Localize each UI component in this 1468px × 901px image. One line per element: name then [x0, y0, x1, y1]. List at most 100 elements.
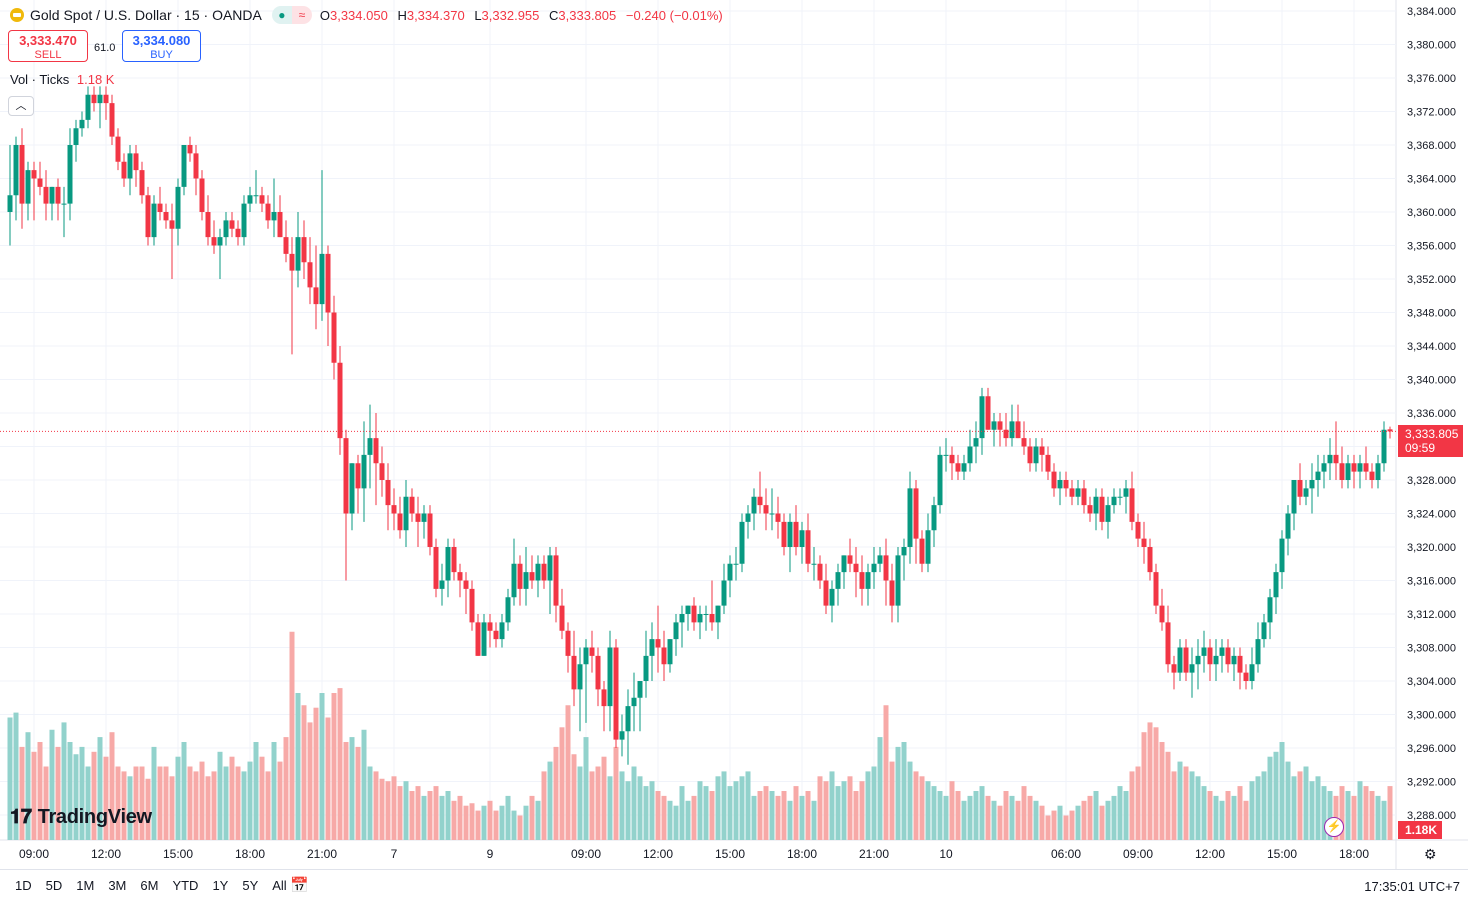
candle-body — [1147, 547, 1153, 573]
candle-body — [97, 94, 103, 104]
candle-body — [1117, 496, 1123, 498]
candle-body — [853, 563, 859, 573]
candle-body — [1363, 463, 1369, 472]
y-tick-label: 3,372.000 — [1407, 107, 1456, 119]
candle-body — [73, 128, 79, 145]
candle-body — [1087, 505, 1093, 514]
candle-body — [1033, 446, 1039, 464]
candle-body — [145, 195, 151, 238]
candle-body — [433, 547, 439, 589]
candle-body — [31, 170, 37, 179]
volume-bar — [259, 756, 265, 840]
range-3m[interactable]: 3M — [108, 878, 127, 893]
volume-bar — [601, 756, 607, 840]
change-value: −0.240 (−0.01%) — [625, 7, 723, 23]
range-ytd[interactable]: YTD — [172, 878, 199, 893]
market-open-dot-icon[interactable]: ● — [271, 6, 292, 24]
candle-body — [493, 630, 499, 640]
volume-bar — [895, 746, 901, 840]
candle-body — [1111, 496, 1117, 506]
volume-bar — [865, 771, 871, 840]
candle-body — [319, 253, 325, 305]
collapse-legend-button[interactable]: ︿ — [8, 96, 34, 116]
buy-button[interactable]: 3,334.080 BUY — [122, 30, 201, 62]
volume-bar — [1291, 776, 1297, 840]
volume-bar — [1189, 771, 1195, 840]
candle-body — [439, 580, 445, 589]
candle-body — [247, 195, 253, 204]
volume-bar — [391, 776, 397, 840]
volume-bar — [427, 791, 433, 840]
volume-bar — [1207, 791, 1213, 840]
range-5d[interactable]: 5D — [45, 878, 63, 893]
volume-bar — [859, 781, 865, 840]
candle-body — [817, 563, 823, 581]
candle-body — [637, 681, 643, 698]
candle-body — [775, 513, 781, 522]
volume-bar — [667, 800, 673, 840]
candle-body — [691, 605, 697, 623]
volume-bar — [49, 729, 55, 840]
clock-timezone[interactable]: 17:35:01 UTC+7 — [1364, 879, 1460, 894]
volume-bar — [1069, 810, 1075, 840]
tradingview-logo[interactable]: 𝟏𝟕 TradingView — [10, 806, 152, 829]
volume-bar — [817, 776, 823, 840]
candle-body — [589, 647, 595, 656]
volume-legend[interactable]: Vol · Ticks 1.18 K — [10, 72, 114, 87]
volume-bar — [661, 795, 667, 840]
volume-bar — [1147, 722, 1153, 840]
candle-body — [1213, 655, 1219, 665]
volume-bar — [1135, 766, 1141, 840]
volume-bar — [1003, 791, 1009, 840]
candle-body — [835, 572, 841, 589]
volume-bar — [1063, 815, 1069, 840]
range-all[interactable]: All — [272, 878, 287, 893]
volume-bar — [499, 805, 505, 840]
range-1d[interactable]: 1D — [15, 878, 32, 893]
volume-bar — [871, 766, 877, 840]
candle-body — [721, 580, 727, 606]
candle-body — [421, 513, 427, 522]
volume-bar — [829, 771, 835, 840]
date-range-calendar-icon[interactable]: 📅 — [290, 877, 309, 894]
status-pill[interactable]: ● ≈ — [271, 6, 312, 24]
volume-bar — [781, 791, 787, 840]
volume-bar — [835, 786, 841, 840]
lightning-icon[interactable]: ⚡ — [1324, 817, 1344, 837]
x-tick-label: 09:00 — [1123, 847, 1153, 861]
volume-bar — [637, 776, 643, 840]
candle-body — [331, 312, 337, 363]
candle-body — [919, 538, 925, 564]
range-5y[interactable]: 5Y — [242, 878, 259, 893]
candle-body — [625, 706, 631, 732]
volume-bar — [193, 771, 199, 840]
y-tick-label: 3,328.000 — [1407, 475, 1456, 487]
volume-bar — [799, 795, 805, 840]
candle-body — [415, 513, 421, 522]
volume-bar — [607, 776, 613, 840]
volume-bar — [877, 737, 883, 840]
volume-bar — [649, 781, 655, 840]
range-1y[interactable]: 1Y — [212, 878, 229, 893]
volume-bar — [721, 771, 727, 840]
candle-body — [1039, 446, 1045, 455]
candle-body — [1321, 463, 1327, 472]
volume-bar — [343, 742, 349, 840]
candle-body — [175, 186, 181, 229]
sell-button[interactable]: 3,333.470 SELL — [8, 30, 88, 62]
volume-bar — [805, 791, 811, 840]
range-1m[interactable]: 1M — [76, 878, 95, 893]
chevron-up-icon: ︿ — [15, 100, 27, 112]
volume-bar — [157, 766, 163, 840]
volume-bar — [1081, 800, 1087, 840]
candle-body — [1177, 647, 1183, 673]
y-tick-label: 3,364.000 — [1407, 174, 1456, 186]
buy-label: BUY — [150, 49, 173, 61]
wave-icon[interactable]: ≈ — [291, 6, 312, 24]
range-6m[interactable]: 6M — [140, 878, 159, 893]
gear-icon[interactable]: ⚙ — [1424, 846, 1437, 862]
symbol-title[interactable]: Gold Spot / U.S. Dollar · 15 · OANDA — [30, 7, 262, 23]
volume-bar — [1297, 771, 1303, 840]
candle-body — [643, 655, 649, 681]
